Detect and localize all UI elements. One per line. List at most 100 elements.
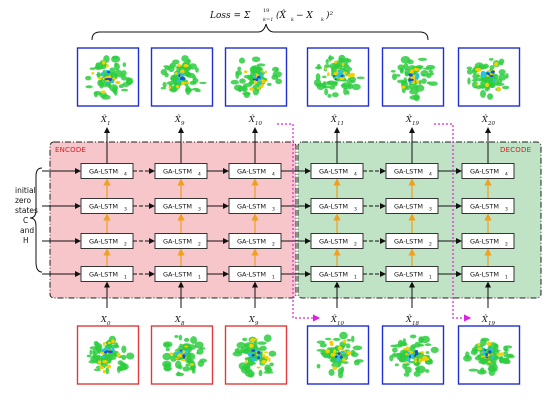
decode-label: DECODE [500,146,531,154]
cell-layer-subscript: 2 [505,242,508,248]
cell-label: GA-LSTM [237,168,266,176]
cell-layer-subscript: 2 [354,242,357,248]
cell-label: GA-LSTM [163,203,192,211]
cell-label: GA-LSTM [89,203,118,211]
ga-lstm-cell: GA-LSTM 4 [154,163,208,179]
cell-label: GA-LSTM [163,238,192,246]
cell-layer-subscript: 2 [198,242,201,248]
output-radar-image [457,47,521,107]
cell-layer-subscript: 1 [505,275,508,281]
ga-lstm-cell: GA-LSTM 4 [80,163,134,179]
output-radar-image [306,47,370,107]
cell-layer-subscript: 4 [429,172,432,178]
svg-text:X̂: X̂ [481,115,488,124]
svg-text:10: 10 [255,121,262,127]
cell-label: GA-LSTM [319,271,348,279]
output-label: X̂ 10 [248,115,262,127]
ga-lstm-cell: GA-LSTM 3 [154,198,208,214]
output-label: X̂ 20 [481,115,495,127]
loss-sum-bottom: k=1 [263,17,273,23]
cell-layer-subscript: 1 [429,275,432,281]
ga-lstm-cell: GA-LSTM 1 [385,266,439,282]
input-label: X̂ 19 [481,315,495,327]
cell-label: GA-LSTM [163,271,192,279]
cell-layer-subscript: 2 [124,242,127,248]
loss-close: )² [325,10,334,21]
cell-label: GA-LSTM [89,168,118,176]
ga-lstm-cell: GA-LSTM 1 [461,266,515,282]
thumbnail-layer [76,47,521,385]
cell-layer-subscript: 2 [272,242,275,248]
loss-text: Loss = Σ [209,11,251,21]
ga-lstm-cell: GA-LSTM 4 [461,163,515,179]
cell-layer-subscript: 3 [198,207,201,213]
ga-lstm-cell: GA-LSTM 4 [385,163,439,179]
cell-label: GA-LSTM [237,238,266,246]
loss-sum-top: 19 [263,8,269,14]
cell-layer-subscript: 1 [354,275,357,281]
input-radar-image [306,325,370,385]
svg-text:X̂: X̂ [174,115,181,124]
svg-text:0: 0 [107,321,111,327]
input-radar-image [381,325,445,385]
cell-label: GA-LSTM [237,271,266,279]
cell-label: GA-LSTM [470,203,499,211]
ga-lstm-cell: GA-LSTM 1 [154,266,208,282]
svg-text:X: X [100,315,107,324]
cell-layer-subscript: 2 [429,242,432,248]
ga-lstm-cell: GA-LSTM 2 [385,233,439,249]
ga-lstm-cell: GA-LSTM 4 [310,163,364,179]
side-label-line: initial [15,186,36,195]
output-radar-image [224,47,288,107]
cell-label: GA-LSTM [394,238,423,246]
svg-text:19: 19 [488,321,495,327]
cell-layer-subscript: 4 [272,172,275,178]
ga-lstm-cell: GA-LSTM 1 [228,266,282,282]
svg-text:19: 19 [412,121,419,127]
cell-label: GA-LSTM [163,168,192,176]
side-label-line: zero [15,196,31,205]
cell-label: GA-LSTM [470,168,499,176]
ga-lstm-cell: GA-LSTM 2 [228,233,282,249]
svg-text:10: 10 [337,321,344,327]
output-label: X̂ 11 [330,115,344,127]
output-label: X̂ 1 [100,115,111,127]
svg-text:X̂: X̂ [405,315,412,324]
input-radar-image [457,325,521,385]
ga-lstm-cell: GA-LSTM 3 [385,198,439,214]
svg-text:X: X [174,315,181,324]
svg-text:9: 9 [181,121,185,127]
input-radar-image [76,325,140,385]
ga-lstm-cell: GA-LSTM 4 [228,163,282,179]
loss-term-sub-k2: k [321,17,324,23]
ga-lstm-cell: GA-LSTM 2 [461,233,515,249]
side-label-line: C [23,216,28,225]
svg-text:X̂: X̂ [100,115,107,124]
svg-text:1: 1 [107,121,111,127]
cell-label: GA-LSTM [470,238,499,246]
svg-text:X: X [248,315,255,324]
input-radar-image [150,325,214,385]
connector-layer [42,123,492,322]
cell-layer-subscript: 4 [354,172,357,178]
loss-term-sub-k: k [291,17,294,23]
cell-label: GA-LSTM [89,271,118,279]
loss-term: (X̂ [276,9,287,21]
svg-text:X̂: X̂ [330,115,337,124]
cell-layer-subscript: 3 [124,207,127,213]
cell-layer-subscript: 1 [124,275,127,281]
ga-lstm-cell: GA-LSTM 2 [80,233,134,249]
feedback-arrow [277,123,321,322]
loss-brace [91,23,429,41]
cell-layer-subscript: 3 [272,207,275,213]
svg-text:20: 20 [487,121,495,127]
feedback-arrow [434,123,472,322]
cell-label: GA-LSTM [319,238,348,246]
cell-label: GA-LSTM [89,238,118,246]
cell-label: GA-LSTM [237,203,266,211]
output-label: X̂ 9 [174,115,185,127]
